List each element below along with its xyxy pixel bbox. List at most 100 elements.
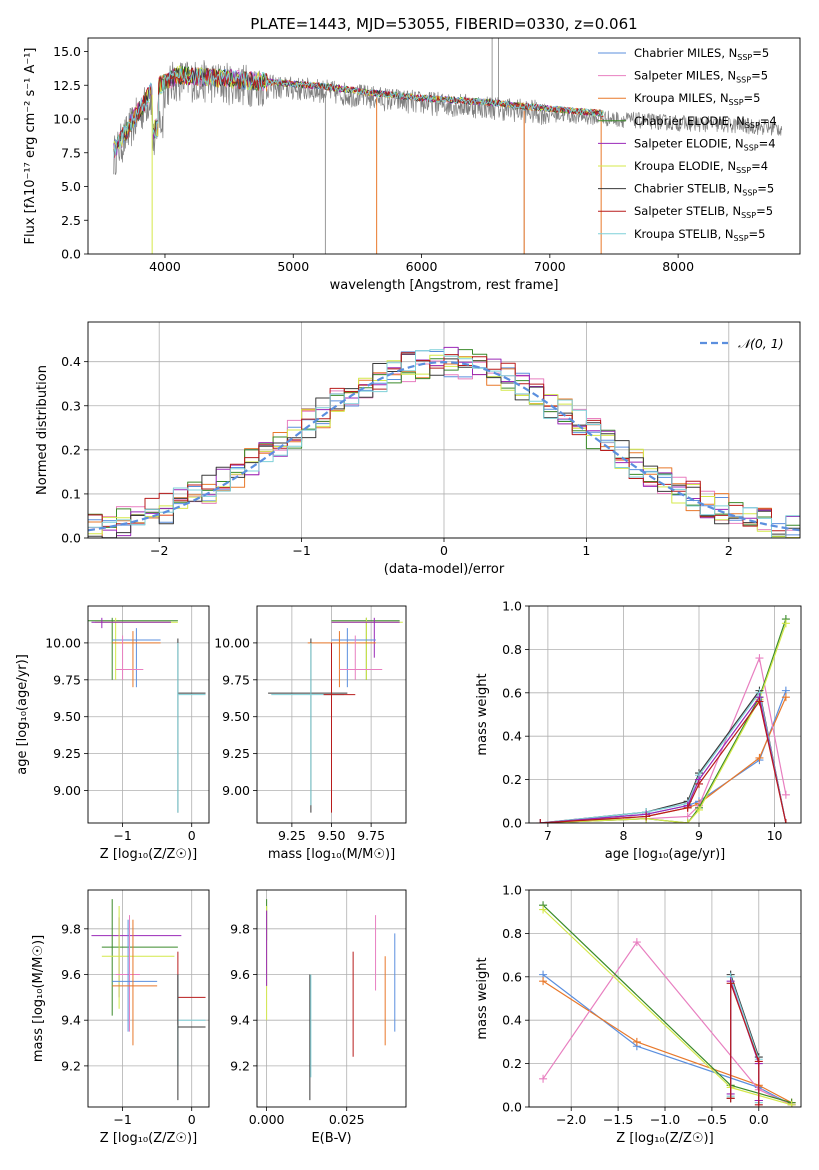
x-tick-label: 8 [619,828,627,843]
histogram-series [88,349,800,538]
error-bar [115,635,144,680]
weight-series [540,696,787,823]
y-tick-label: 0.1 [61,486,81,501]
x-tick-label: 6000 [406,259,438,274]
y-tick-label: 0.4 [502,1013,522,1028]
legend-entry-sub: SSP [737,53,752,62]
legend-entry-suffix: =5 [752,46,769,60]
axes-frame [528,605,802,824]
y-tick-label: 10.00 [45,635,81,650]
x-axis-label: (data-model)/error [384,562,505,577]
x-tick-label: −0.5 [697,1112,727,1127]
y-axis-label: mass weight [475,957,490,1039]
error-bar [91,917,182,998]
legend-entry-suffix: =5 [744,91,761,105]
data-marker [754,1057,763,1066]
legend: 𝒩(0, 1) [700,336,784,351]
y-tick-label: 9.25 [53,746,81,761]
y-tick-label: 7.5 [61,145,81,160]
y-tick-label: 9.2 [61,1058,81,1073]
x-tick-label: 0.000 [249,1112,285,1127]
y-axis-label: mass [log₁₀(M/M☉)] [31,935,46,1062]
legend-entry-suffix: =5 [757,182,774,196]
data-marker [683,803,692,812]
x-tick-label: 0.025 [329,1112,365,1127]
data-marker [781,693,790,702]
x-axis-label: age [log₁₀(age/yr)] [605,847,726,862]
x-tick-label: 9 [695,828,703,843]
x-tick-label: 0 [188,828,196,843]
weight-series [730,982,760,1105]
plot-area [268,617,403,813]
y-tick-label: 0.2 [502,772,522,787]
y-tick-label: 9.6 [230,967,250,982]
error-bar [101,905,175,1009]
y-tick-label: 0.0 [502,1100,522,1115]
panel-mass-vs-Z: −1 0 9.2 9.4 9.6 9.8 Z [log₁₀(Z/Z☉)] mass [log₁… [31,889,210,1146]
weight-series [540,700,787,823]
legend-entry-sub: SSP [741,211,756,220]
y-tick-label: 9.8 [61,921,81,936]
axes-frame [87,889,210,1108]
y-axis-label: Normed distribution [35,365,50,495]
legend-entry-sub: SSP [734,234,749,243]
data-marker [695,779,703,788]
x-tick-label: 8000 [662,259,694,274]
legend-entry-main: Kroupa STELIB, N [634,227,734,241]
y-tick-label: 12.5 [53,78,81,93]
legend-entry: Chabrier MILES, NSSP=5 [634,46,769,62]
y-tick-label: 0.2 [502,1056,522,1071]
plot-area [88,346,800,538]
legend-entry: Salpeter MILES, NSSP=5 [634,69,768,85]
plot-area [113,38,783,254]
plot-area [266,899,396,1101]
x-tick-label: −1 [292,543,310,558]
error-bar [331,617,400,658]
x-tick-label: 9.50 [318,828,346,843]
data-marker [632,938,641,947]
panel-mass-vs-EBV: 0.000 0.025 9.2 9.4 9.6 9.8 E(B-V) [230,889,407,1146]
data-marker [632,1037,641,1046]
y-tick-label: 0.4 [61,354,81,369]
error-bar [331,617,400,680]
legend-entry: Kroupa MILES, NSSP=5 [634,91,760,107]
error-bar [177,642,206,813]
data-marker [781,790,790,799]
y-axis-label: Flux [fλ10⁻¹⁷ erg cm⁻² s⁻¹ A⁻¹] [23,48,38,245]
legend-entry: Chabrier ELODIE, NSSP=4 [634,114,777,130]
error-bar [177,974,206,1101]
y-tick-label: 0.8 [502,642,522,657]
legend-entry-sub: SSP [736,166,751,175]
y-tick-label: 0.8 [502,926,522,941]
data-marker [755,753,764,762]
data-marker [726,979,735,988]
x-tick-label: 7 [544,828,552,843]
data-marker [781,819,790,823]
y-tick-label: 9.4 [230,1013,250,1028]
legend-entry: Salpeter STELIB, NSSP=5 [634,204,773,220]
weight-series [542,974,792,1106]
x-tick-label: −1.5 [603,1112,633,1127]
x-tick-label: 9.75 [357,828,385,843]
y-tick-label: 9.4 [61,1013,81,1028]
plot-area [91,899,206,1101]
plot-area [536,615,790,823]
legend-entry: Chabrier STELIB, NSSP=5 [634,182,774,198]
legend-entry: Kroupa ELODIE, NSSP=4 [634,159,768,175]
y-tick-label: 0.6 [502,685,522,700]
y-tick-label: 9.75 [222,672,250,687]
legend-entry-suffix: =5 [749,227,766,241]
y-tick-label: 0.6 [502,969,522,984]
panel-residuals: −2 −1 0 1 2 0.0 0.1 0.2 0.3 0.4 𝒩(0, 1) (data-model… [35,321,801,577]
y-tick-label: 1.0 [502,883,522,898]
panel-mass-weight-vs-Z: −2.0 −1.5 −1.0 −0.5 0.0 0.0 0.2 0.4 0.6 0.8 1.0 Z [… [475,883,802,1146]
error-bar [112,919,158,1032]
data-marker [755,697,764,706]
data-marker [726,1094,735,1103]
weight-series [542,941,792,1106]
weight-series [540,692,787,823]
x-axis-label: wavelength [Angstrom, rest frame] [330,278,559,293]
error-bar [331,617,403,680]
legend-entry-main: Kroupa ELODIE, N [634,159,736,173]
panel-age-vs-mass: 9.25 9.50 9.75 9.00 9.25 9.50 9.75 10.00 mass [l… [214,605,407,862]
